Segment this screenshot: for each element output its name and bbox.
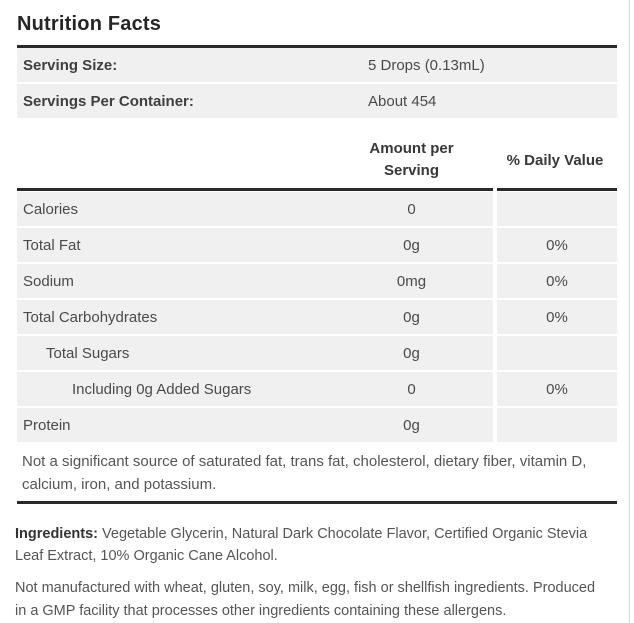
rule-segment-right [497, 188, 617, 191]
top-rule [17, 45, 617, 48]
rule-segment-left [17, 188, 493, 191]
table-row: Total Carbohydrates 0g 0% [17, 300, 617, 334]
serving-row-value: 5 Drops (0.13mL) [368, 56, 485, 74]
table-header-row: Amount per Serving % Daily Value [17, 138, 617, 182]
nutrient-label: Total Fat [17, 228, 330, 262]
nutrient-daily-value: 0% [493, 264, 617, 298]
nutrient-label: Including 0g Added Sugars [17, 372, 330, 406]
nutrient-daily-value: 0% [493, 228, 617, 262]
nutrient-amount: 0mg [330, 264, 493, 298]
nutrient-label: Total Sugars [17, 336, 330, 370]
ingredients-text: Vegetable Glycerin, Natural Dark Chocola… [15, 526, 588, 564]
column-header-daily-value: % Daily Value [506, 151, 604, 169]
panel-right-border [629, 0, 630, 623]
serving-row-label: Servings Per Container: [23, 92, 194, 110]
bottom-rule [17, 501, 617, 504]
serving-row-value: About 454 [368, 92, 437, 110]
nutrient-amount: 0 [330, 372, 493, 406]
table-row: Calories 0 [17, 192, 617, 226]
serving-info-row: Serving Size: 5 Drops (0.13mL) [17, 48, 617, 82]
nutrition-facts-panel: Nutrition Facts Serving Size: 5 Drops (0.… [15, 13, 617, 619]
nutrient-daily-value [493, 408, 617, 442]
nutrient-amount: 0g [330, 300, 493, 334]
ingredients-label: Ingredients: [15, 526, 98, 542]
nutrient-daily-value: 0% [493, 372, 617, 406]
nutrient-daily-value [493, 192, 617, 226]
table-row: Including 0g Added Sugars 0 0% [17, 372, 617, 406]
nutrient-label: Total Carbohydrates [17, 300, 330, 334]
table-row: Sodium 0mg 0% [17, 264, 617, 298]
nutrient-label: Sodium [17, 264, 330, 298]
nutrient-label: Calories [17, 192, 330, 226]
column-header-amount-per-serving: Amount per Serving [369, 140, 454, 179]
nutrient-table: Calories 0 Total Fat 0g 0% Sodium 0mg 0% Total C… [17, 192, 617, 442]
nutrient-amount: 0g [330, 228, 493, 262]
table-row: Total Fat 0g 0% [17, 228, 617, 262]
ingredients-paragraph: Ingredients: Vegetable Glycerin, Natural… [15, 523, 607, 567]
table-top-rule [17, 188, 617, 191]
table-row: Total Sugars 0g [17, 336, 617, 370]
serving-info-row: Servings Per Container: About 454 [17, 84, 617, 118]
table-row: Protein 0g [17, 408, 617, 442]
nutrient-amount: 0 [330, 192, 493, 226]
nutrient-amount: 0g [330, 408, 493, 442]
serving-row-label: Serving Size: [23, 56, 118, 74]
nutrient-label: Protein [17, 408, 330, 442]
page-title: Nutrition Facts [17, 13, 162, 35]
rule-gap [493, 188, 497, 191]
nutrient-daily-value [493, 336, 617, 370]
nutrient-amount: 0g [330, 336, 493, 370]
nutrient-daily-value: 0% [493, 300, 617, 334]
allergen-note: Not manufactured with wheat, gluten, soy… [15, 580, 596, 619]
serving-info-table: Serving Size: 5 Drops (0.13mL) Servings Pe… [17, 48, 617, 118]
nutrition-footnote: Not a significant source of saturated fa… [22, 453, 587, 493]
